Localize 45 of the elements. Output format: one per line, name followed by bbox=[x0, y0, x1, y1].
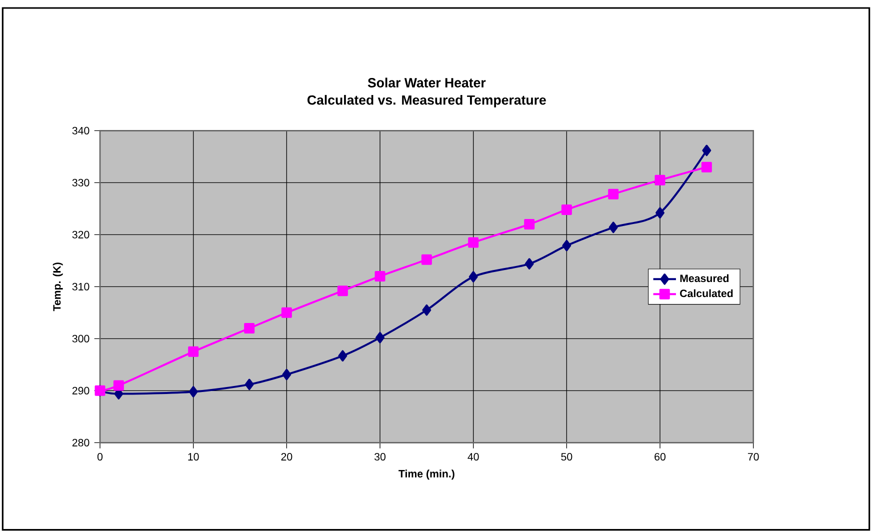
point bbox=[282, 369, 292, 380]
y-tick-label: 330 bbox=[72, 179, 90, 187]
x-tick-label: 10 bbox=[188, 453, 199, 461]
point bbox=[374, 271, 386, 282]
point bbox=[524, 219, 535, 230]
y-tick-label: 280 bbox=[72, 439, 90, 447]
point bbox=[337, 286, 348, 296]
point bbox=[376, 332, 384, 344]
point bbox=[562, 240, 572, 252]
point bbox=[244, 323, 255, 334]
point bbox=[701, 162, 712, 172]
x-tick-label: 70 bbox=[748, 453, 759, 461]
point bbox=[113, 380, 124, 391]
point bbox=[561, 204, 572, 216]
point bbox=[656, 207, 664, 219]
point bbox=[468, 271, 478, 283]
y-tick-label: 340 bbox=[72, 127, 90, 135]
y-axis-title: Temp. (K) bbox=[52, 262, 63, 312]
legend-label: Calculated bbox=[680, 289, 733, 298]
y-tick-label: 320 bbox=[72, 231, 90, 239]
point bbox=[608, 222, 618, 234]
x-tick-label: 40 bbox=[468, 453, 479, 461]
point bbox=[524, 258, 534, 270]
point bbox=[654, 174, 666, 186]
chart-title: Solar Water Heater Calculated vs. Measured Temperature bbox=[307, 78, 546, 108]
legend-label: Measured bbox=[680, 274, 729, 282]
point bbox=[188, 346, 199, 358]
x-tick-label: 60 bbox=[654, 453, 666, 461]
x-tick-label: 50 bbox=[561, 453, 572, 461]
x-axis-title: Time (min.) bbox=[398, 470, 454, 480]
y-tick-label: 290 bbox=[72, 387, 90, 395]
point bbox=[422, 304, 432, 316]
x-tick-label: 30 bbox=[374, 453, 386, 461]
point bbox=[338, 350, 348, 362]
y-tick-label: 300 bbox=[72, 335, 90, 343]
point bbox=[188, 386, 198, 398]
point bbox=[608, 189, 619, 200]
x-tick-label: 20 bbox=[281, 453, 292, 461]
x-tick-label: 0 bbox=[97, 453, 103, 461]
point bbox=[702, 144, 712, 156]
point bbox=[468, 237, 479, 248]
y-tick-label: 310 bbox=[72, 283, 90, 291]
point bbox=[281, 308, 292, 318]
point bbox=[421, 254, 432, 266]
point bbox=[244, 378, 254, 390]
